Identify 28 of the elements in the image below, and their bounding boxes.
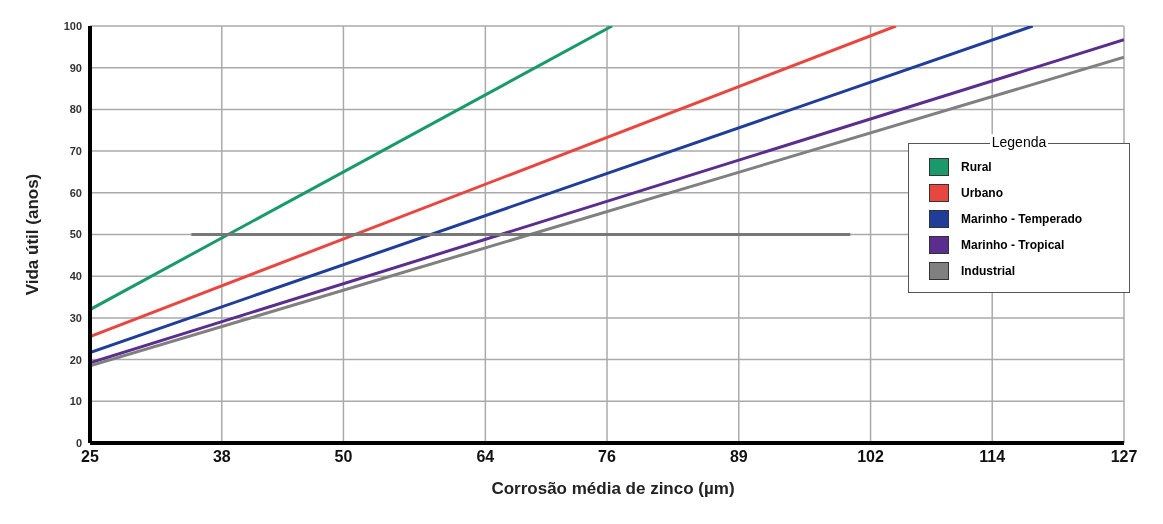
y-tick-label: 50	[69, 228, 82, 241]
legend-label: Urbano	[961, 186, 1003, 200]
y-axis-title: Vida útil (anos)	[23, 173, 43, 296]
legend-label: Marinho - Temperado	[961, 212, 1083, 226]
x-axis-title: Corrosão média de zinco (µm)	[490, 479, 736, 499]
y-tick-label: 10	[69, 395, 82, 408]
y-tick-label: 20	[69, 353, 82, 366]
y-tick-label: 30	[69, 311, 82, 324]
y-tick-label: 80	[69, 103, 82, 116]
y-tick-label: 70	[69, 145, 82, 158]
legend-label: Marinho - Tropical	[961, 238, 1065, 252]
x-tick-label: 64	[476, 448, 495, 466]
y-tick-label: 100	[63, 19, 82, 32]
legend-label: Industrial	[961, 264, 1016, 278]
y-tick-label: 40	[69, 270, 82, 283]
y-tick-label: 0	[75, 436, 82, 449]
y-tick-label: 90	[69, 61, 82, 74]
x-tick-label: 25	[81, 448, 99, 466]
x-tick-label: 76	[598, 448, 616, 466]
legend-label: Rural	[961, 160, 992, 174]
x-tick-label: 38	[212, 448, 231, 466]
legend-title: Legenda	[989, 134, 1049, 150]
x-tick-label: 89	[729, 448, 748, 466]
x-tick-label: 102	[857, 448, 885, 466]
x-tick-label: 127	[1110, 448, 1138, 466]
x-tick-label: 114	[979, 448, 1006, 466]
x-tick-label: 50	[334, 448, 353, 466]
y-tick-label: 60	[69, 186, 82, 199]
